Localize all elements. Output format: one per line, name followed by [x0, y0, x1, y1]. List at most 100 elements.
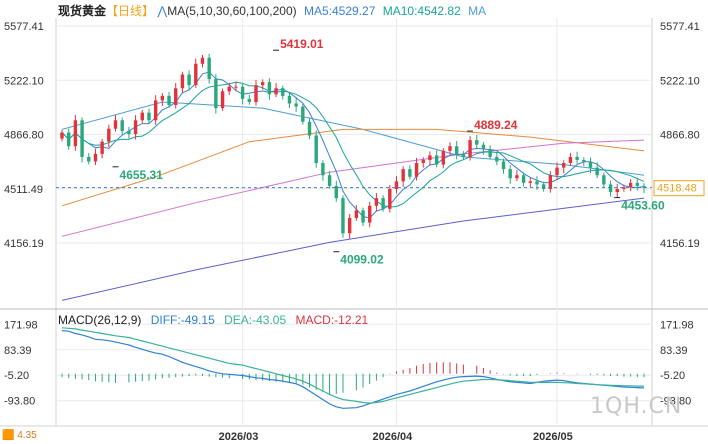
candle: [468, 136, 472, 161]
candle: [394, 176, 399, 194]
candle: [100, 138, 104, 159]
macd-tick-right: 171.98: [660, 319, 694, 331]
candle-body: [66, 132, 71, 147]
candle: [595, 162, 599, 178]
candle-body: [408, 169, 412, 177]
price-header: 现货黄金【日线】 ⋀MA(5,10,30,60,100,200) MA5:452…: [58, 2, 486, 19]
candle: [73, 115, 78, 151]
candle: [475, 134, 479, 150]
candle-body: [347, 217, 352, 234]
candle: [160, 93, 165, 106]
current-price-tag: 4518.48: [657, 183, 697, 195]
candle: [214, 73, 218, 114]
chart-grid: [0, 18, 708, 427]
candle: [220, 88, 225, 111]
period-label[interactable]: 【日线】: [106, 4, 155, 18]
candle-body: [488, 149, 492, 157]
candle: [461, 151, 466, 160]
macd-dea-value: DEA:-43.05: [224, 313, 287, 327]
price-tick-left: 4511.49: [4, 184, 43, 196]
macd-tick-left: 171.98: [4, 319, 38, 331]
candle: [541, 181, 546, 192]
macd-dea-line: [61, 327, 644, 404]
candle-body: [160, 95, 165, 101]
ma-settings-icon[interactable]: ⋀: [157, 4, 168, 18]
candle-body: [501, 161, 506, 170]
candle: [548, 171, 553, 193]
ma-more[interactable]: MA: [468, 4, 487, 18]
candle: [80, 117, 84, 163]
candle: [314, 130, 318, 168]
annotation-label: 5419.01: [280, 37, 324, 51]
candle: [307, 117, 312, 140]
ma5-value: MA5:4529.27: [303, 4, 376, 18]
candlesticks: [60, 53, 646, 239]
ma-line-ma200: [61, 197, 645, 301]
candle-body: [575, 156, 579, 160]
candle-body: [194, 63, 198, 86]
candle-body: [294, 103, 298, 107]
candle-body: [374, 198, 379, 206]
candle-body: [301, 106, 305, 122]
candle: [301, 103, 305, 125]
candle-body: [428, 155, 432, 160]
corner-badge: 🟧 4.35: [2, 430, 37, 441]
candle-body: [321, 163, 325, 176]
candle: [120, 117, 124, 135]
time-tick: 2026/03: [219, 431, 259, 443]
candle: [374, 192, 379, 212]
candle-body: [100, 141, 104, 154]
price-tick-right: 5222.10: [660, 75, 700, 87]
candle-body: [153, 100, 158, 121]
candle-body: [93, 153, 98, 162]
candle: [414, 157, 419, 181]
candle: [187, 70, 191, 91]
price-tick-left: 5222.10: [4, 75, 44, 87]
candle-body: [562, 163, 566, 168]
candle-body: [615, 188, 619, 193]
candle-body: [260, 82, 265, 86]
macd-tick-right: -5.20: [660, 370, 685, 382]
candle-body: [414, 163, 419, 177]
candle: [575, 151, 579, 164]
candle: [528, 177, 532, 188]
candle-body: [521, 175, 526, 183]
candle-body: [475, 140, 479, 145]
candle-body: [113, 120, 118, 129]
candle: [602, 172, 606, 189]
candle: [294, 98, 298, 113]
candle-body: [394, 181, 399, 189]
macd-tick-left: 83.39: [4, 345, 32, 357]
annotation-label: 4889.24: [474, 118, 518, 132]
candle-body: [495, 156, 499, 162]
candle-body: [541, 184, 546, 189]
candle: [147, 108, 151, 124]
candle: [60, 129, 64, 142]
candle: [107, 124, 111, 148]
candle-body: [281, 88, 285, 96]
candle: [501, 158, 506, 174]
candle-body: [80, 120, 84, 157]
candle: [421, 157, 425, 168]
annotation-label: 4655.31: [120, 168, 164, 182]
candle-body: [187, 74, 191, 86]
macd-panel: 171.98 171.98 83.39 83.39 -5.20 -5.20 -93.80 -9…: [4, 319, 694, 409]
candle: [167, 91, 171, 108]
candle: [568, 152, 573, 166]
candle-body: [635, 182, 640, 186]
candle: [260, 79, 265, 90]
candle-body: [468, 140, 472, 157]
candle-body: [227, 86, 231, 92]
candle: [508, 165, 512, 184]
ma-line-ma100: [61, 139, 645, 237]
candle: [93, 148, 98, 166]
candle-body: [602, 175, 606, 185]
candle: [200, 54, 205, 68]
price-tick-left: 5577.41: [4, 21, 44, 33]
candle: [481, 141, 486, 155]
candle-body: [127, 130, 131, 135]
candle-body: [528, 181, 532, 183]
candle-body: [107, 128, 111, 142]
candle-body: [441, 150, 446, 165]
